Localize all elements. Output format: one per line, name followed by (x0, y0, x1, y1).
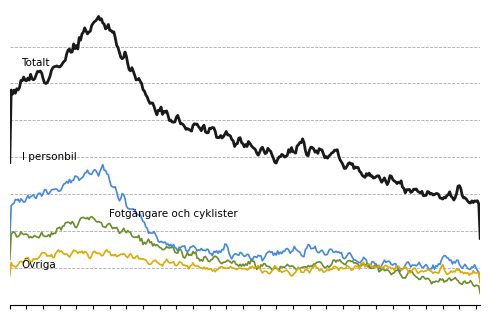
Text: I personbil: I personbil (22, 152, 76, 162)
Text: Totalt: Totalt (22, 58, 50, 68)
Text: Övriga: Övriga (22, 258, 56, 270)
Text: Fotgängare och cyklister: Fotgängare och cyklister (109, 209, 237, 218)
